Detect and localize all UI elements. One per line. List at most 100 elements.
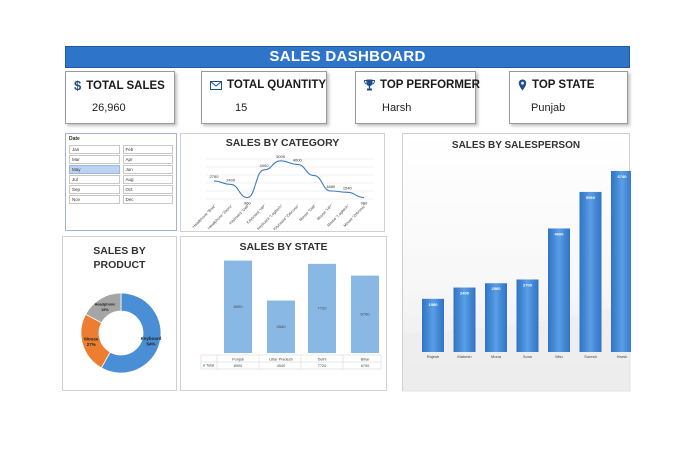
data-label: 4540	[277, 324, 287, 329]
slicer-month-sep[interactable]: Sep	[69, 185, 120, 194]
legend-key	[203, 364, 205, 367]
data-label: 1680	[326, 184, 336, 189]
table-row-label: Total	[206, 364, 214, 368]
data-label: 2700	[523, 282, 533, 287]
data-label: 2400	[460, 291, 470, 296]
slice-label: 19%	[101, 308, 109, 312]
bar	[611, 170, 631, 352]
slice-label: Keyboard	[141, 336, 162, 341]
date-slicer: Date Jan Feb Mar Apr May Jun Jul Aug Sep Oct Nov De…	[65, 133, 177, 231]
kpi-label: TOTAL QUANTITY	[227, 79, 327, 91]
tick-label: Punjab	[232, 358, 244, 362]
slicer-month-jul[interactable]: Jul	[69, 175, 120, 184]
slice-label: 27%	[87, 342, 96, 347]
kpi-value: Punjab	[531, 102, 566, 114]
data-label: 6740	[618, 174, 628, 179]
slice-label: Headphone	[95, 302, 116, 306]
chart-title: SALES BY PRODUCT	[93, 245, 146, 271]
sales-by-state-chart: 8000 4540 7720 6700 Total Punjab 8000 Uttar Pra…	[200, 260, 382, 370]
chart-title: SALES BY SALESPERSON	[451, 140, 581, 151]
donut-slice	[85, 292, 122, 324]
data-label: 4000	[260, 163, 270, 168]
bar	[516, 279, 539, 352]
kpi-card-total-sales: $ TOTAL SALES 26,960	[65, 71, 175, 124]
sales-by-salesperson-chart: 1980 Rajesh 2400 Mahesh 2560 Mona 2700 Sonu 4600…	[403, 170, 631, 392]
tick-label: Rajesh	[427, 354, 439, 359]
data-label: 960	[244, 201, 251, 206]
chart-title: SALES BY CATEGORY	[225, 137, 340, 149]
slicer-month-apr[interactable]: Apr	[122, 155, 173, 164]
dashboard-title: SALES DASHBOARD	[65, 46, 630, 68]
slicer-month-dec[interactable]: Dec	[122, 195, 173, 204]
tick-label: Mona	[491, 354, 502, 359]
sales-by-state-panel: SALES BY STATE 8000 4540 7720 6700 Total Punj…	[180, 236, 387, 391]
slicer-month-oct[interactable]: Oct	[122, 185, 173, 194]
kpi-label: TOTAL SALES	[86, 79, 165, 92]
tick-label: Uttar Pradesh	[269, 358, 292, 362]
kpi-card-total-quantity: TOTAL QUANTITY 15	[201, 71, 327, 124]
slicer-month-jun[interactable]: Jun	[122, 165, 173, 174]
data-label: 7720	[318, 305, 328, 310]
slicer-month-aug[interactable]: Aug	[122, 175, 173, 184]
sales-by-salesperson-panel: SALES BY SALESPERSON 1980 Rajesh 2400 Mahes…	[402, 133, 631, 392]
sales-by-product-panel: SALES BY PRODUCT Keyboard 54% Mouse 27% Head…	[62, 236, 177, 391]
donut-slice	[100, 292, 162, 374]
data-label: 4600	[555, 231, 565, 236]
kpi-card-top-state: TOP STATE Punjab	[509, 71, 628, 124]
sales-by-category-panel: SALES BY CATEGORY 2790 Headphone "Boat" 24…	[180, 133, 385, 232]
slicer-month-nov[interactable]: Nov	[69, 195, 120, 204]
map-pin-icon	[518, 79, 527, 91]
tick-label: Mouse "HP"	[316, 203, 334, 221]
slicer-month-mar[interactable]: Mar	[69, 155, 120, 164]
bar	[579, 191, 602, 352]
table-value: 4540	[277, 364, 285, 368]
slicer-month-feb[interactable]: Feb	[122, 145, 173, 154]
chart-title: SALES BY STATE	[239, 241, 328, 253]
data-label: 6700	[361, 311, 371, 316]
table-value: 6700	[361, 364, 369, 368]
table-value: 7720	[318, 364, 326, 368]
data-label: 1540	[343, 185, 353, 190]
kpi-value: 15	[235, 102, 248, 114]
tick-label: Bihar	[361, 358, 371, 362]
dollar-icon: $	[74, 78, 82, 93]
data-label: 2790	[210, 174, 220, 179]
bar	[422, 298, 444, 352]
slicer-month-may[interactable]: May	[69, 165, 120, 174]
slicer-label: Date	[69, 136, 80, 142]
envelope-icon	[210, 80, 222, 90]
trophy-icon	[364, 79, 375, 91]
kpi-label: TOP PERFORMER	[380, 79, 480, 91]
bar	[485, 283, 507, 352]
tick-label: Harsh	[617, 354, 628, 359]
series-line	[213, 160, 365, 199]
tick-label: Mitu	[555, 354, 563, 359]
slice-label: 54%	[146, 341, 155, 346]
slicer-month-jan[interactable]: Jan	[69, 145, 120, 154]
data-label: 5000	[276, 154, 286, 159]
bar	[453, 287, 476, 352]
bar	[267, 300, 295, 353]
slice-label: Mouse	[84, 337, 99, 342]
kpi-value: Harsh	[382, 102, 412, 114]
bar	[308, 263, 336, 353]
kpi-label: TOP STATE	[532, 79, 595, 91]
tick-label: Mahesh	[457, 354, 471, 359]
bar	[548, 228, 570, 352]
tick-label: Suresh	[584, 354, 597, 359]
data-label: 1980	[429, 302, 439, 307]
tick-label: Delhi	[318, 358, 327, 362]
bar	[351, 275, 379, 353]
data-label: 2400	[226, 177, 236, 182]
slicer-month-grid: Jan Feb Mar Apr May Jun Jul Aug Sep Oct Nov Dec	[69, 145, 173, 204]
data-label: 8000	[234, 304, 244, 309]
data-label: 2560	[492, 286, 502, 291]
kpi-value: 26,960	[92, 102, 126, 114]
data-label: 960	[361, 201, 368, 206]
data-label: 4600	[293, 157, 303, 162]
bar	[224, 260, 252, 353]
table-value: 8000	[234, 364, 242, 368]
data-label: 5960	[586, 195, 596, 200]
tick-label: Mouse "Dell"	[299, 203, 318, 222]
